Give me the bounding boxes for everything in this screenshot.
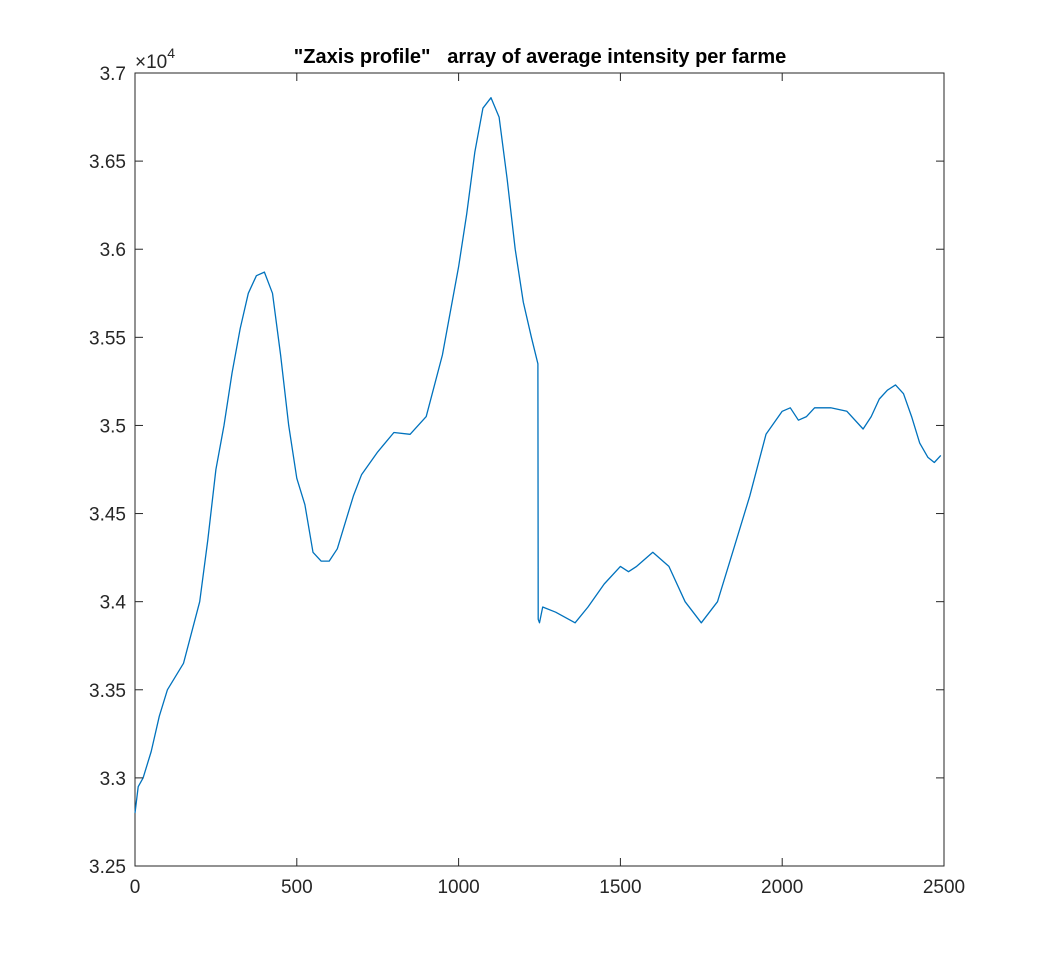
y-tick-label: 3.55 (89, 328, 126, 349)
series-line (134, 97, 942, 814)
y-tick-label: 3.25 (89, 857, 126, 878)
y-tick-label: 3.45 (89, 505, 126, 526)
chart-title: "Zaxis profile" array of average intensi… (294, 46, 787, 68)
y-tick-label: 3.5 (100, 416, 126, 437)
x-axis: 0 500 1000 1500 2000 2500 (130, 73, 965, 898)
plot-box (134, 72, 945, 867)
y-tick-label: 3.35 (89, 681, 126, 702)
y-tick-label: 3.7 (100, 64, 126, 85)
y-axis: 3.25 3.3 3.35 3.4 3.45 3.5 3.55 3.6 3.65 3.7 (89, 64, 944, 878)
x-tick-label: 1500 (599, 877, 641, 898)
plot-frame (134, 72, 945, 867)
y-tick-label: 3.3 (100, 769, 126, 790)
x-tick-label: 1000 (437, 877, 479, 898)
x-tick-label: 500 (281, 877, 313, 898)
y-tick-label: 3.6 (100, 240, 126, 261)
data-series (134, 97, 942, 814)
x-tick-label: 2500 (923, 877, 965, 898)
x-tick-label: 0 (130, 877, 141, 898)
y-tick-label: 3.4 (100, 593, 127, 614)
y-axis-exponent: ×104 (135, 45, 175, 73)
x-tick-label: 2000 (761, 877, 803, 898)
y-exponent-label: ×104 (135, 45, 175, 73)
y-exponent-power: 4 (167, 45, 175, 61)
y-tick-label: 3.65 (89, 152, 126, 173)
